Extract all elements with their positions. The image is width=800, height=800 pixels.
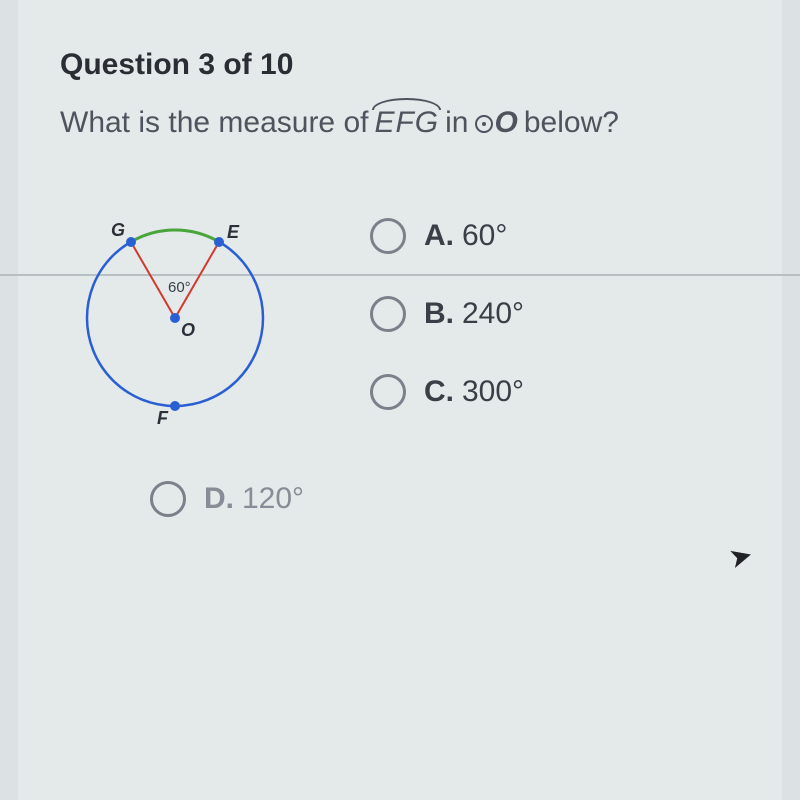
prompt-text-post: below?	[524, 106, 619, 140]
svg-text:60°: 60°	[168, 279, 191, 296]
choice-b[interactable]: B. 240°	[370, 296, 524, 332]
circle-center-label: O	[495, 106, 518, 140]
radio-b[interactable]	[370, 296, 406, 332]
choice-b-value: 240°	[462, 297, 524, 331]
circle-notation-o: O	[475, 106, 518, 140]
svg-text:E: E	[227, 222, 240, 242]
choice-c-label: C. 300°	[424, 375, 524, 409]
prompt-text-pre: What is the measure of	[60, 106, 368, 140]
choice-a-value: 60°	[462, 219, 507, 253]
choice-c-letter: C.	[424, 375, 454, 409]
question-body: G E O F 60° A. 60° B. 240° C.	[60, 188, 740, 453]
prompt-text-mid: in	[445, 106, 468, 140]
question-content: Question 3 of 10 What is the measure of …	[60, 48, 740, 517]
answer-choices-right: A. 60° B. 240° C. 300°	[370, 188, 524, 410]
choice-a-label: A. 60°	[424, 219, 507, 253]
choice-c-value: 300°	[462, 375, 524, 409]
choice-d-label: D. 120°	[204, 482, 304, 516]
choice-a[interactable]: A. 60°	[370, 218, 524, 254]
diagram-svg: G E O F 60°	[60, 188, 290, 448]
svg-text:O: O	[181, 320, 195, 340]
radio-d[interactable]	[150, 481, 186, 517]
choice-c[interactable]: C. 300°	[370, 374, 524, 410]
geometry-diagram: G E O F 60°	[60, 188, 290, 453]
circle-dot-icon	[475, 115, 493, 133]
radio-a[interactable]	[370, 218, 406, 254]
choice-b-label: B. 240°	[424, 297, 524, 331]
radio-c[interactable]	[370, 374, 406, 410]
choice-d[interactable]: D. 120°	[150, 481, 740, 517]
choice-b-letter: B.	[424, 297, 454, 331]
choice-d-value: 120°	[242, 482, 304, 516]
svg-text:F: F	[157, 408, 169, 428]
question-header: Question 3 of 10	[60, 48, 740, 82]
question-prompt: What is the measure of EFG in O below?	[60, 106, 740, 140]
svg-text:G: G	[111, 220, 125, 240]
choice-d-letter: D.	[204, 482, 234, 516]
choice-a-letter: A.	[424, 219, 454, 253]
arc-notation-efg: EFG	[374, 106, 439, 140]
